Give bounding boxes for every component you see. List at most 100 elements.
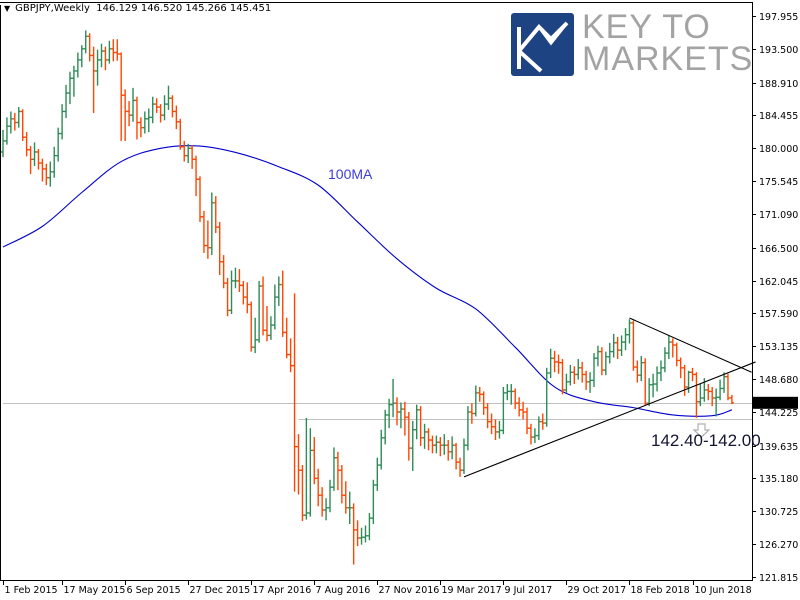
down-bar	[284, 317, 289, 359]
up-bar	[434, 435, 439, 454]
down-bar	[552, 350, 557, 373]
down-bar	[395, 397, 399, 426]
down-bar	[280, 270, 285, 337]
up-bar	[142, 111, 147, 134]
up-bar	[166, 85, 171, 110]
down-bar	[446, 440, 451, 461]
key-to-markets-logo: KEY TO MARKETS	[511, 8, 753, 79]
up-bar	[607, 342, 612, 364]
down-bar	[438, 437, 443, 457]
up-bar	[328, 479, 333, 513]
down-bar	[20, 109, 25, 141]
triangle-down-icon[interactable]: ▼	[4, 4, 11, 13]
down-bar	[190, 145, 195, 169]
up-bar	[209, 192, 214, 256]
up-bar	[16, 107, 21, 128]
up-bar	[8, 111, 13, 134]
up-bar	[383, 409, 388, 445]
up-bar	[714, 388, 719, 417]
up-bar	[647, 378, 652, 407]
up-bar	[410, 420, 415, 471]
y-tick-label: 144.225	[759, 408, 798, 419]
down-bar	[292, 293, 297, 492]
up-bar	[150, 96, 155, 124]
up-bar	[658, 360, 663, 382]
down-bar	[477, 386, 482, 402]
price-axis[interactable]: 197.955 193.500 188.910 184.455 180.000 175.5…	[752, 12, 798, 584]
down-bar	[580, 361, 585, 383]
down-bar	[40, 158, 45, 182]
down-bar	[241, 280, 246, 305]
up-bar	[71, 65, 76, 97]
down-bar	[540, 413, 545, 430]
down-bar	[237, 269, 242, 292]
up-bar	[698, 384, 703, 407]
moving-average-layer	[2, 145, 733, 417]
down-bar	[12, 112, 17, 131]
down-bar	[221, 255, 226, 289]
down-bar	[134, 96, 139, 140]
up-bar	[146, 108, 151, 133]
up-bar	[272, 284, 277, 330]
support-zone-label: 142.40-142.00	[651, 431, 761, 450]
upper-trendline	[629, 317, 752, 373]
down-bar	[481, 391, 486, 415]
down-bar	[154, 98, 159, 113]
down-bar	[426, 428, 431, 451]
up-bar	[544, 367, 549, 427]
y-tick-label: 153.135	[759, 342, 798, 353]
ohlc-bars	[1, 30, 734, 565]
y-tick-label: 130.725	[759, 507, 798, 518]
up-bar	[229, 270, 234, 315]
up-bar	[639, 356, 644, 382]
logo-line-1: KEY TO	[582, 8, 711, 46]
down-bar	[517, 397, 522, 417]
up-bar	[56, 127, 61, 162]
y-tick-label: 166.500	[759, 244, 798, 255]
up-bar	[592, 353, 596, 387]
up-bar	[1, 129, 5, 158]
up-bar	[422, 423, 427, 449]
up-bar	[623, 328, 628, 351]
up-bar	[131, 87, 136, 122]
down-bar	[560, 358, 565, 395]
lower-trendline	[463, 361, 756, 478]
down-bar	[36, 149, 41, 170]
y-tick-label: 121.815	[759, 573, 798, 584]
up-bar	[627, 319, 632, 344]
up-bar	[398, 402, 403, 429]
up-bar	[501, 386, 506, 435]
down-bar	[320, 487, 325, 517]
down-bar	[138, 117, 143, 138]
down-bar	[339, 465, 344, 504]
down-bar	[706, 384, 711, 401]
y-tick-label: 197.955	[759, 12, 798, 23]
down-bar	[493, 419, 498, 441]
y-tick-label: 184.455	[759, 111, 798, 122]
up-bar	[60, 104, 65, 140]
up-bar	[276, 276, 281, 306]
time-axis[interactable]: 1 Feb 2015 17 May 2015 6 Sep 2015 27 Dec 20…	[3, 580, 752, 596]
down-bar	[430, 435, 435, 454]
up-bar	[162, 95, 167, 121]
down-bar	[119, 52, 124, 141]
down-bar	[170, 95, 175, 118]
y-tick-label: 157.590	[759, 309, 798, 320]
down-bar	[682, 364, 687, 396]
up-bar	[99, 43, 104, 68]
up-bar	[324, 498, 329, 521]
x-tick-label: 7 Aug 2016	[316, 585, 371, 596]
down-bar	[635, 360, 640, 383]
down-bar	[615, 336, 620, 359]
up-bar	[497, 420, 502, 439]
down-bar	[343, 481, 348, 514]
up-bar	[52, 146, 57, 178]
up-bar	[257, 280, 262, 343]
up-bar	[186, 143, 191, 164]
up-bar	[79, 45, 84, 68]
horizontal-levels	[3, 403, 752, 420]
logo-text: KEY TO MARKETS	[582, 8, 753, 76]
down-bar	[406, 412, 411, 461]
x-tick-label: 9 Jul 2017	[505, 585, 553, 596]
